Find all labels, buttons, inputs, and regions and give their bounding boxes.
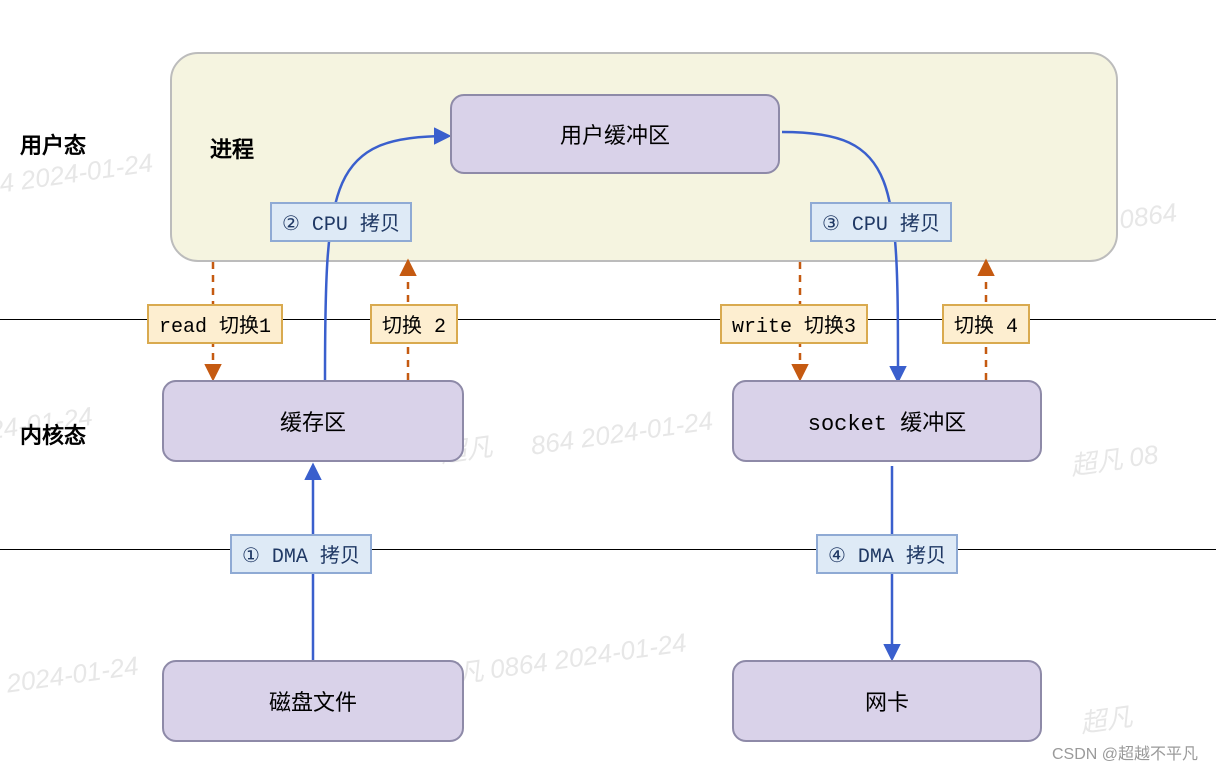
tag-write-sw3: write 切换3 [720, 304, 868, 344]
watermark-text: 864 2024-01-24 [529, 405, 715, 461]
tag-cpu-copy-2: ② CPU 拷贝 [270, 202, 412, 242]
divider-kernel-hw [0, 549, 1216, 550]
watermark-text: 超凡 0864 2024-01-24 [429, 622, 689, 694]
node-disk-file: 磁盘文件 [162, 660, 464, 742]
label-kernel-mode: 内核态 [20, 418, 86, 450]
node-socket-buffer: socket 缓冲区 [732, 380, 1042, 462]
tag-dma-copy-1: ① DMA 拷贝 [230, 534, 372, 574]
tag-sw4: 切换 4 [942, 304, 1030, 344]
watermark-text: 超凡 [1078, 697, 1135, 741]
tag-sw2: 切换 2 [370, 304, 458, 344]
diagram-stage: 864 2024-01-242024-01-24超凡 0864超凡864 202… [0, 0, 1216, 772]
node-cache-buffer: 缓存区 [162, 380, 464, 462]
node-user-buffer: 用户缓冲区 [450, 94, 780, 174]
tag-dma-copy-4: ④ DMA 拷贝 [816, 534, 958, 574]
tag-read-sw1: read 切换1 [147, 304, 283, 344]
tag-cpu-copy-3: ③ CPU 拷贝 [810, 202, 952, 242]
node-nic: 网卡 [732, 660, 1042, 742]
label-user-mode: 用户态 [20, 128, 86, 160]
watermark-text: 64 2024-01-24 [0, 650, 140, 704]
credit-text: CSDN @超越不平凡 [1052, 740, 1198, 764]
label-process: 进程 [210, 132, 254, 164]
watermark-text: 超凡 08 [1068, 434, 1160, 483]
